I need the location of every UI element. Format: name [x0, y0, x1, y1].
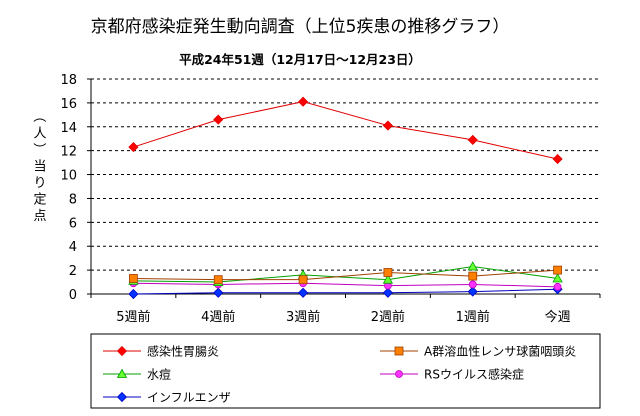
y-axis-label-char: ） — [31, 142, 46, 155]
y-tick-label: 8 — [69, 192, 77, 207]
legend-swatch-marker — [116, 345, 128, 357]
series-line — [133, 282, 558, 288]
data-point — [129, 274, 138, 283]
y-tick-label: 4 — [69, 240, 77, 255]
y-tick-label: 16 — [60, 97, 77, 112]
legend-swatch-marker — [116, 391, 128, 403]
data-point — [213, 275, 223, 285]
data-point — [467, 134, 478, 145]
series-line — [133, 266, 558, 283]
y-axis-label-char: 定 — [33, 193, 46, 208]
x-tick-label: 3週前 — [286, 309, 320, 325]
legend-swatch-marker — [395, 370, 403, 378]
legend-swatch-marker — [116, 368, 128, 378]
data-point — [213, 114, 224, 125]
data-point — [382, 274, 394, 284]
data-point — [213, 287, 224, 298]
y-tick-label: 12 — [60, 145, 77, 160]
data-point — [298, 287, 309, 298]
series-line — [133, 288, 558, 295]
y-tick-label: 6 — [69, 216, 77, 231]
y-tick-label: 10 — [60, 169, 77, 184]
plot-area: 0 2 4 6 8 10 12 14 16 18 5週前 4週前 3週前 2週前 1週前 今週 — [60, 73, 601, 325]
legend-label: 感染性胃腸炎 — [147, 344, 219, 359]
data-point — [468, 280, 477, 289]
data-point — [382, 120, 393, 131]
chart-subtitle: 平成24年51週（12月17日〜12月23日） — [179, 52, 421, 67]
y-tick-label: 0 — [69, 288, 77, 303]
data-point — [552, 273, 563, 283]
legend-swatch-marker — [394, 346, 404, 356]
x-tick-label: 5週前 — [116, 309, 150, 325]
series-line — [133, 101, 558, 160]
data-point — [383, 268, 393, 277]
data-point — [298, 275, 308, 285]
y-axis-label-char: 当 — [33, 160, 46, 175]
y-axis-label-char: り — [33, 176, 46, 191]
y-axis-label-char: 人 — [33, 127, 46, 142]
y-tick-label: 18 — [60, 73, 77, 88]
data-point — [382, 287, 393, 298]
legend-label: インフルエンザ — [147, 391, 231, 405]
data-point — [553, 282, 562, 291]
x-tick-label: 今週 — [545, 309, 571, 325]
data-point — [467, 286, 478, 297]
data-point — [128, 288, 139, 300]
data-point — [468, 271, 478, 281]
y-tick-label: 14 — [60, 121, 77, 136]
y-tick-label: 2 — [69, 264, 77, 279]
data-point — [552, 153, 563, 165]
legend-label: RSウイルス感染症 — [424, 367, 524, 382]
x-tick-label: 4週前 — [201, 309, 235, 325]
x-tick-label: 1週前 — [456, 309, 490, 325]
series-line — [133, 269, 558, 281]
y-axis-label-char: 点 — [33, 209, 46, 224]
legend-label: A群溶血性レンサ球菌咽頭炎 — [424, 344, 576, 359]
legend-box — [90, 333, 601, 409]
legend-label: 水痘 — [147, 367, 171, 382]
y-axis-label-char: （ — [31, 109, 46, 122]
data-point — [128, 142, 139, 153]
data-point — [298, 96, 309, 107]
chart-title: 京都府感染症発生動向調査（上位5疾患の推移グラフ） — [91, 17, 510, 37]
data-point — [467, 261, 478, 271]
data-point — [553, 265, 562, 275]
x-tick-label: 2週前 — [371, 309, 405, 325]
